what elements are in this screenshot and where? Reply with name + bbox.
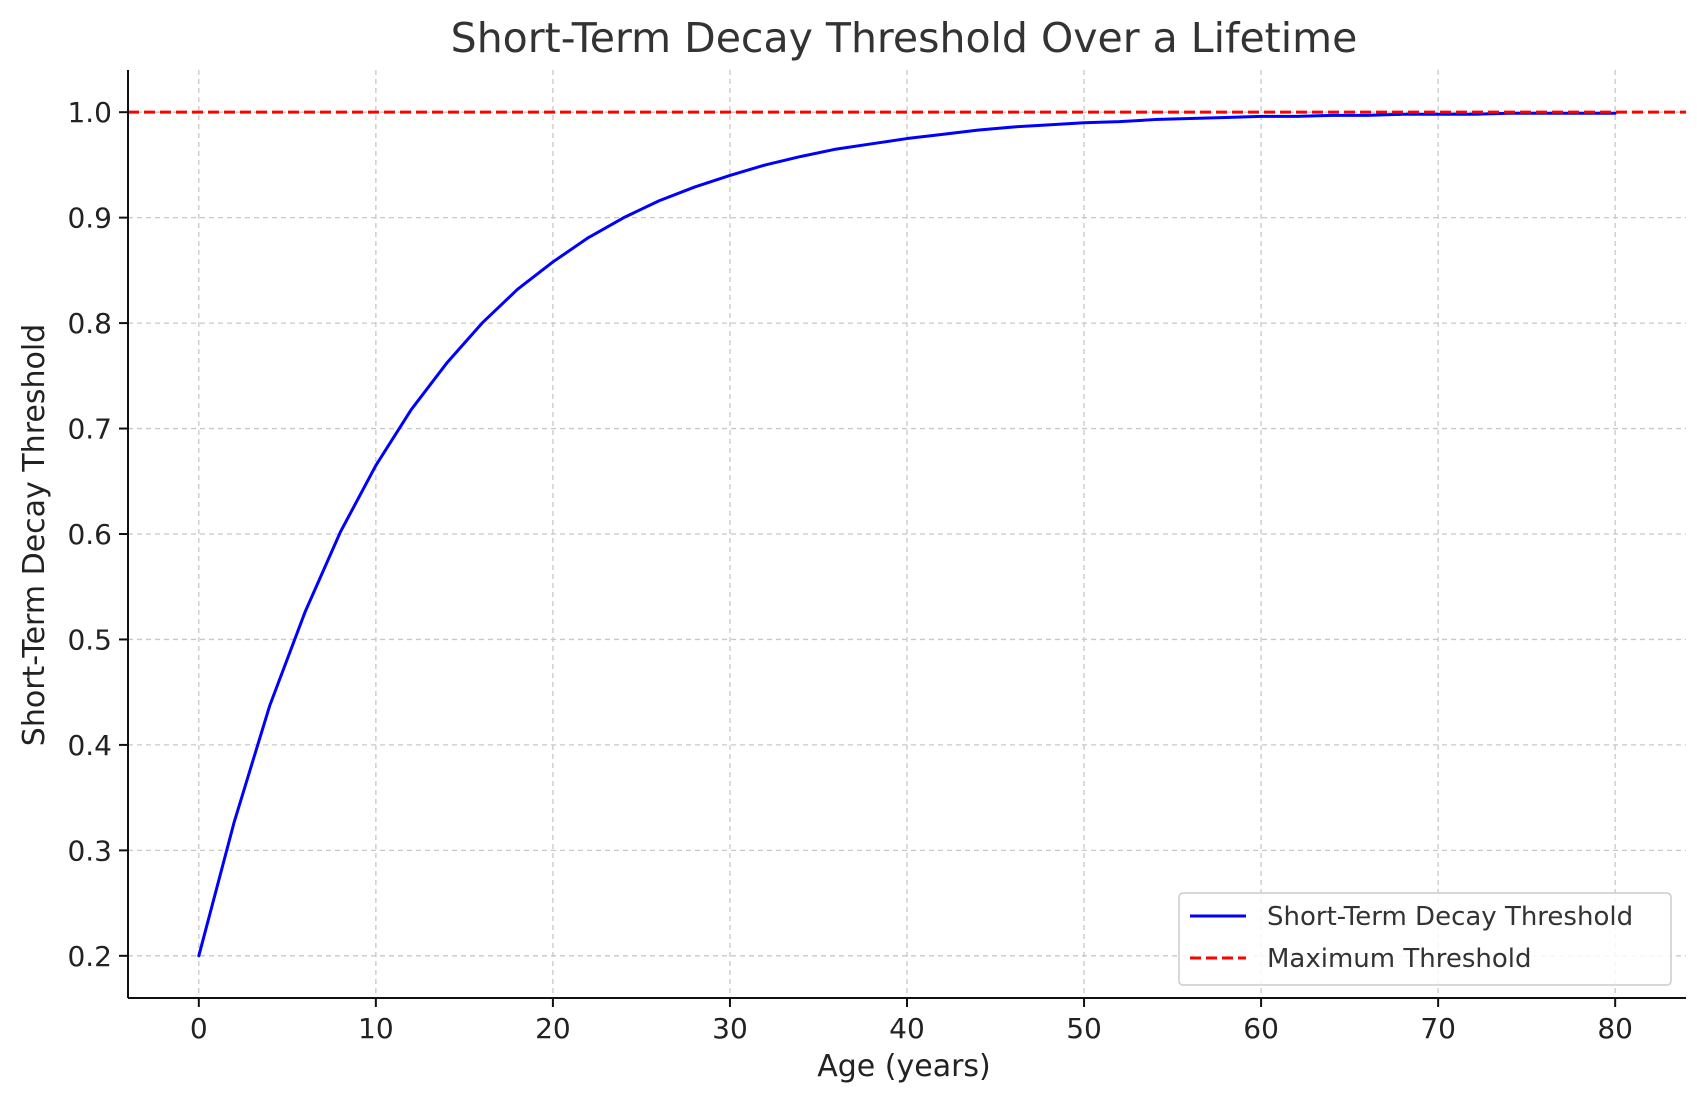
axis-ticks: 0 10 20 30 40 50 60 70 80 0.2 0.3 0.4 0.5 0.6 0.7 0.8 0.… <box>67 96 1633 1045</box>
x-tick-label: 10 <box>358 1012 394 1045</box>
x-tick-label: 50 <box>1066 1012 1102 1045</box>
x-tick-label: 0 <box>190 1012 208 1045</box>
y-tick-label: 0.7 <box>67 413 112 446</box>
y-axis-label: Short-Term Decay Threshold <box>17 324 52 746</box>
x-tick-label: 70 <box>1420 1012 1456 1045</box>
y-tick-label: 0.9 <box>67 202 112 235</box>
axes-spines <box>127 70 1686 999</box>
grid <box>128 70 1686 998</box>
x-tick-label: 80 <box>1597 1012 1633 1045</box>
series-layer <box>128 110 1686 958</box>
y-tick-label: 0.2 <box>67 940 112 973</box>
legend: Short-Term Decay Threshold Maximum Thres… <box>1178 892 1672 986</box>
legend-box <box>1178 892 1672 986</box>
y-tick-label: 0.4 <box>67 729 112 762</box>
x-tick-label: 20 <box>535 1012 571 1045</box>
x-tick-label: 60 <box>1243 1012 1279 1045</box>
x-axis-label: Age (years) <box>817 1049 991 1084</box>
legend-label-maximum: Maximum Threshold <box>1267 944 1532 974</box>
y-tick-label: 1.0 <box>67 96 112 129</box>
series-line-short-term-decay-threshold <box>197 111 1617 958</box>
y-tick-label: 0.6 <box>67 518 112 551</box>
legend-label-short-term: Short-Term Decay Threshold <box>1267 902 1633 932</box>
chart-title: Short-Term Decay Threshold Over a Lifeti… <box>451 14 1358 62</box>
y-tick-label: 0.5 <box>67 623 112 656</box>
x-tick-label: 30 <box>712 1012 748 1045</box>
x-tick-label: 40 <box>889 1012 925 1045</box>
y-tick-label: 0.8 <box>67 307 112 340</box>
y-tick-label: 0.3 <box>67 834 112 867</box>
